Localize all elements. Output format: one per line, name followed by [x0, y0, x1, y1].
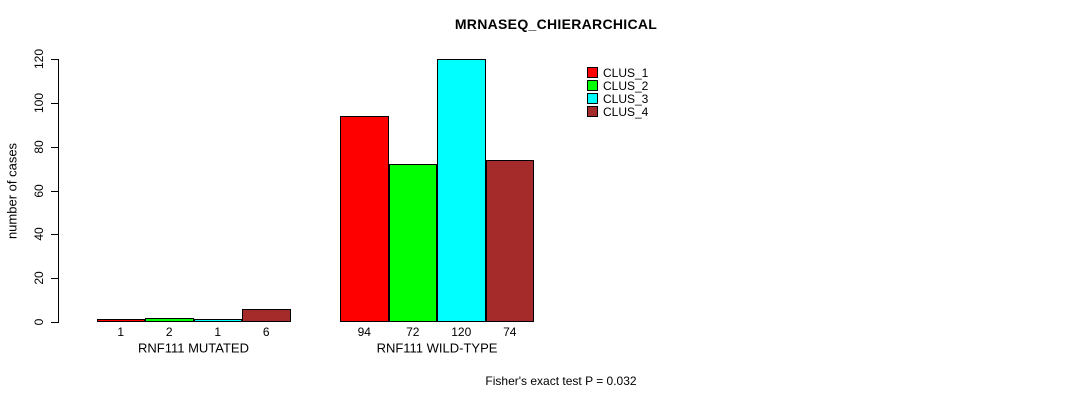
y-axis-tick-label: 40: [32, 227, 46, 242]
legend-swatch-clus_2: [587, 80, 598, 91]
bar-clus_2-group1: [145, 317, 194, 322]
footnote-fishers-test: Fisher's exact test P = 0.032: [485, 374, 637, 388]
legend-swatch-clus_4: [587, 106, 598, 117]
bar-clus_1-group2: [340, 115, 389, 322]
bar-value-label: 1: [117, 324, 125, 339]
y-axis-tick-label: 120: [32, 48, 46, 70]
bar-clus_4-group1: [242, 308, 291, 322]
bar-clus_3-group1: [193, 319, 242, 322]
y-axis-tick: [51, 322, 58, 323]
bar-value-label: 2: [165, 324, 173, 339]
y-axis-tick-label: 60: [32, 183, 46, 198]
y-axis-tick: [51, 234, 58, 236]
legend-label-clus_3: CLUS_3: [603, 91, 649, 106]
y-axis-label: number of cases: [4, 142, 20, 239]
y-axis-tick-label: 80: [32, 139, 46, 154]
y-axis-tick: [51, 59, 58, 60]
bar-value-label: 94: [357, 324, 371, 339]
bar-clus_2-group2: [388, 164, 437, 322]
chart-title: MRNASEQ_CHIERARCHICAL: [454, 16, 658, 32]
y-axis-tick: [51, 278, 58, 280]
legend-label-clus_4: CLUS_4: [603, 104, 649, 119]
legend-swatch-clus_1: [587, 67, 598, 78]
y-axis-tick-label: 100: [32, 92, 46, 113]
bar-value-label: 74: [503, 324, 517, 339]
bar-value-label: 1: [214, 324, 222, 339]
bar-value-label: 72: [406, 324, 420, 339]
bar-clus_3-group2: [437, 59, 486, 322]
y-axis-tick: [51, 190, 58, 192]
bar-value-label: 120: [451, 324, 472, 339]
x-group-label: RNF111 MUTATED: [138, 340, 249, 355]
x-group-label: RNF111 WILD-TYPE: [376, 340, 498, 355]
y-axis-line: [58, 59, 59, 323]
legend-swatch-clus_3: [587, 93, 598, 104]
bar-clus_4-group2: [485, 159, 534, 322]
y-axis-tick-label: 20: [32, 271, 46, 285]
bar-value-label: 6: [262, 324, 270, 339]
legend-label-clus_1: CLUS_1: [603, 65, 649, 80]
legend-label-clus_2: CLUS_2: [603, 78, 649, 93]
y-axis-tick-label: 0: [32, 318, 46, 326]
y-axis-tick: [51, 102, 58, 104]
bar-clus_1-group1: [96, 319, 145, 322]
y-axis-tick: [51, 146, 58, 148]
